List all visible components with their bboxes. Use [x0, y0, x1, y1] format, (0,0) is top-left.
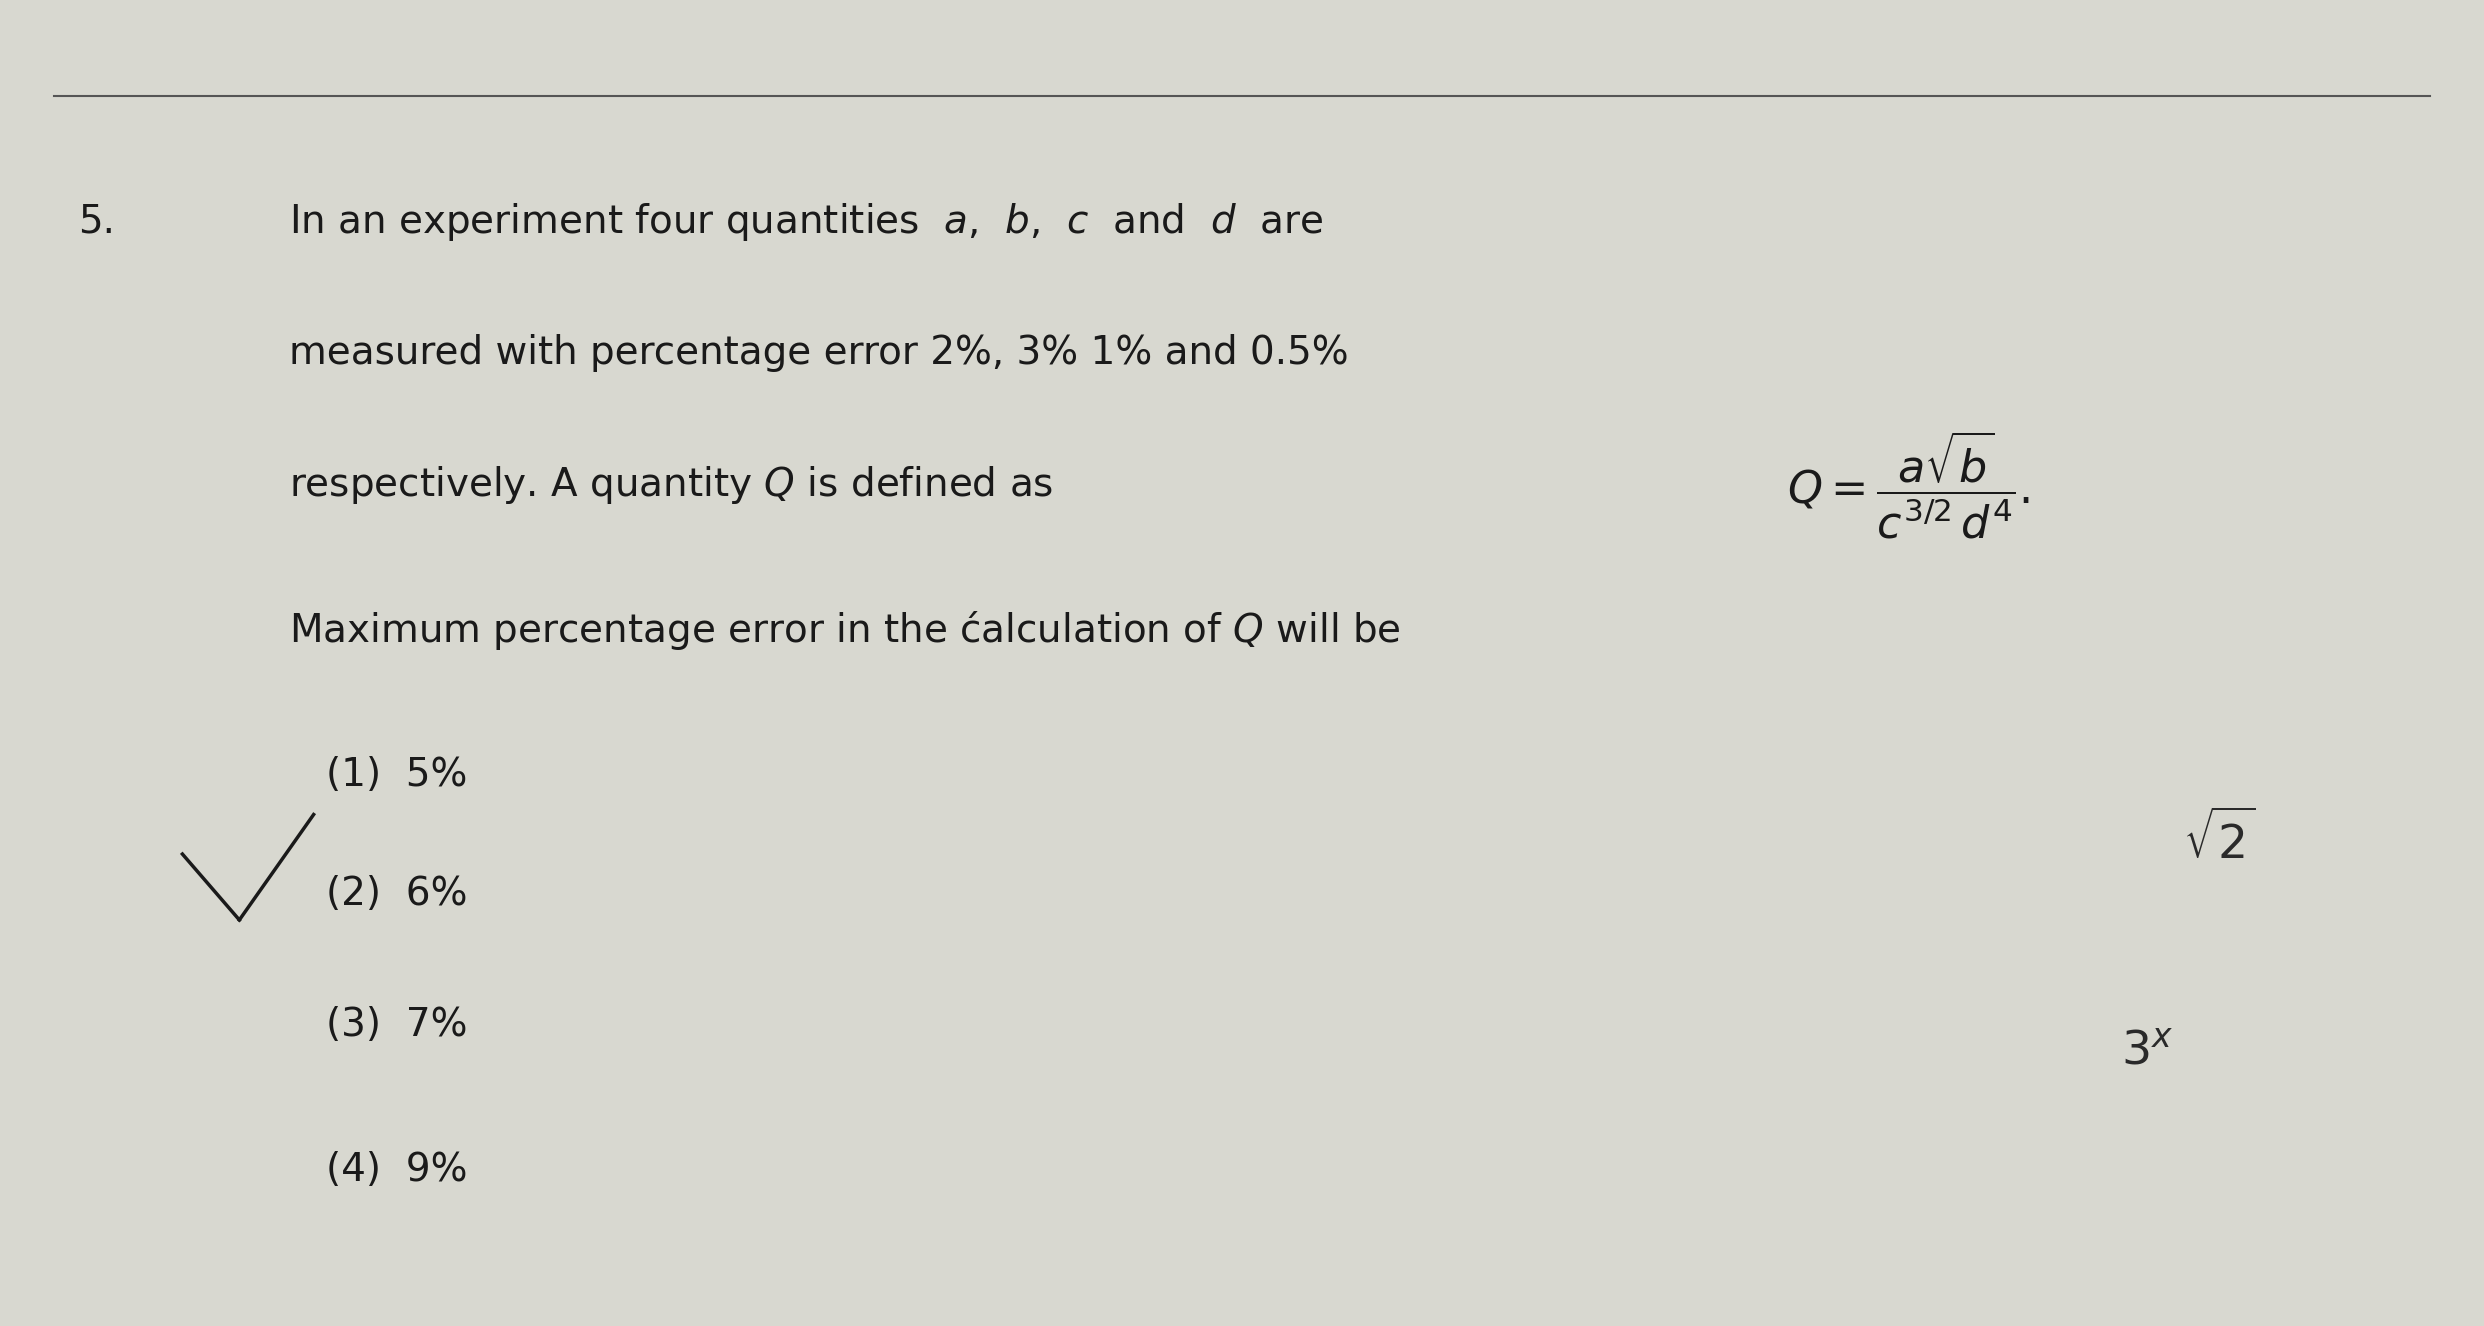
Text: measured with percentage error 2%, 3% 1% and 0.5%: measured with percentage error 2%, 3% 1%… — [288, 334, 1349, 373]
Text: respectively. A quantity $Q$ is defined as: respectively. A quantity $Q$ is defined … — [288, 464, 1053, 507]
Text: 5.: 5. — [79, 203, 114, 240]
Text: In an experiment four quantities  $a$,  $b$,  $c$  and  $d$  are: In an experiment four quantities $a$, $b… — [288, 200, 1324, 243]
Text: $\sqrt{2}$: $\sqrt{2}$ — [2183, 813, 2255, 870]
Text: (2)  6%: (2) 6% — [325, 875, 467, 912]
Text: (1)  5%: (1) 5% — [325, 756, 467, 794]
Text: $Q = \dfrac{a\sqrt{b}}{c^{3/2}\,d^{4}}$.: $Q = \dfrac{a\sqrt{b}}{c^{3/2}\,d^{4}}$. — [1786, 430, 2029, 541]
Text: (4)  9%: (4) 9% — [325, 1151, 467, 1189]
Text: (3)  7%: (3) 7% — [325, 1006, 467, 1045]
Text: $3^x$: $3^x$ — [2121, 1029, 2174, 1074]
Text: Maximum percentage error in the ćalculation of $Q$ will be: Maximum percentage error in the ćalcula… — [288, 609, 1401, 651]
